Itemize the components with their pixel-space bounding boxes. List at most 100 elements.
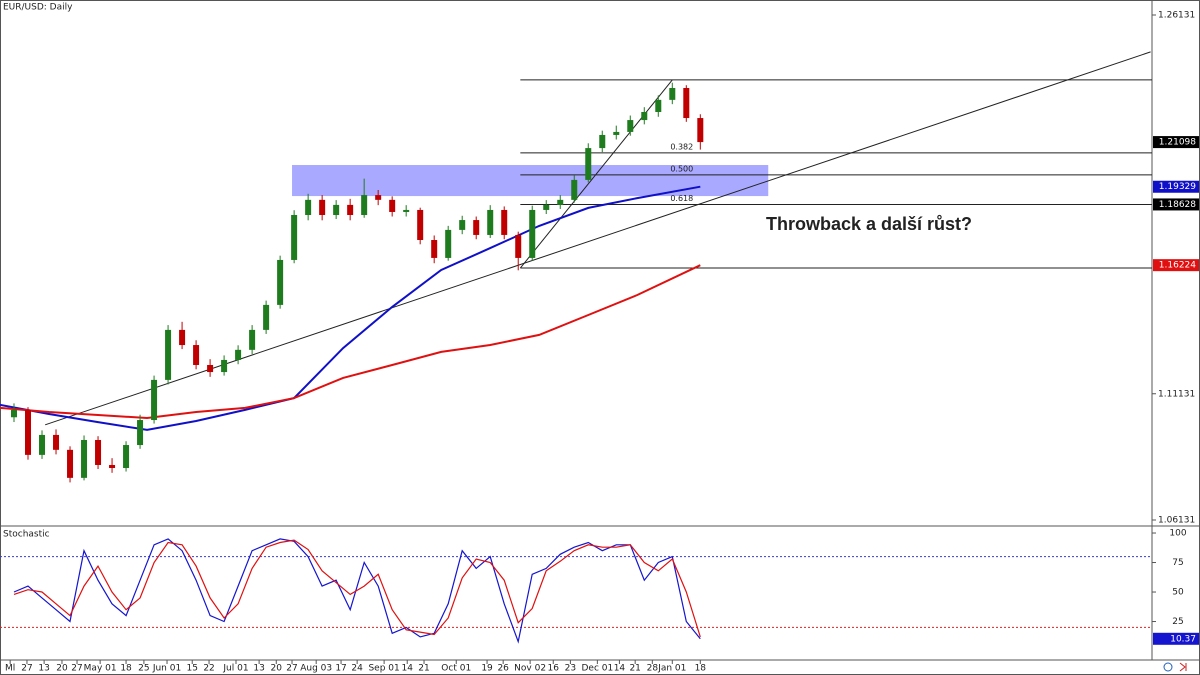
title-bg [1, 1, 63, 13]
x-tick-label: 21 [629, 664, 640, 674]
trendline [45, 51, 1151, 426]
price-tag: 1.19329 [1159, 182, 1196, 192]
y-tick-label: 50 [1172, 588, 1184, 598]
x-tick-label: 27 [286, 664, 297, 674]
candle-body [669, 87, 676, 100]
candle-body [361, 195, 368, 216]
candle-body [403, 209, 410, 212]
price-tag: 1.16224 [1159, 261, 1196, 271]
chart-title: EUR/USD: Daily [3, 3, 73, 13]
candle-body [221, 359, 228, 373]
candle-body [627, 120, 634, 132]
fib-label: 0.618 [670, 194, 693, 203]
candle-body [389, 199, 396, 212]
y-tick-label: 25 [1172, 617, 1183, 627]
candle-body [487, 209, 494, 235]
candle-body [571, 179, 578, 200]
x-tick-label: 19 [481, 664, 493, 674]
x-tick-label: 24 [351, 664, 363, 674]
candle-body [655, 99, 662, 112]
candle-body [417, 209, 424, 241]
candle-body [613, 131, 620, 135]
price-tag: 10.37 [1170, 634, 1196, 644]
x-tick-label: 22 [203, 664, 214, 674]
candle-body [333, 204, 340, 216]
x-tick-label: Dec 01 [581, 664, 613, 674]
y-tick-label: 1.11131 [1158, 389, 1195, 399]
candle-body [53, 434, 60, 450]
candle-body [557, 199, 564, 205]
trendline [519, 79, 673, 269]
x-tick-label: 13 [253, 664, 264, 674]
candle-body [683, 87, 690, 119]
candle-body [95, 439, 102, 465]
candle-body [515, 234, 522, 258]
candle-body [207, 364, 214, 373]
price-tag-bg [1153, 180, 1199, 193]
x-tick-label: Jun 01 [152, 664, 181, 674]
candle-body [109, 464, 116, 469]
candle-body [193, 345, 200, 365]
x-tick-label: May 01 [84, 664, 117, 674]
x-tick-label: 20 [271, 664, 283, 674]
x-tick-label: 28 [647, 664, 659, 674]
x-tick-label: 14 [402, 664, 414, 674]
x-tick-label: 16 [548, 664, 560, 674]
candle-body [263, 304, 270, 330]
candle-body [375, 195, 382, 200]
candle-body [249, 329, 256, 350]
candle-body [179, 329, 186, 346]
x-tick-label: 26 [497, 664, 509, 674]
x-tick-label: Jul 01 [222, 664, 248, 674]
x-tick-label: 18 [695, 664, 707, 674]
x-tick-label: 13 [38, 664, 49, 674]
candle-body [697, 118, 704, 143]
y-tick-label: 1.06131 [1158, 516, 1195, 526]
stochastic-title: Stochastic [3, 530, 50, 540]
x-tick-label: 21 [418, 664, 429, 674]
price-tag-bg [1153, 136, 1199, 149]
fib-label: 0.500 [670, 164, 693, 173]
price-tag: 1.21098 [1159, 138, 1196, 148]
candle-body [347, 204, 354, 216]
stochastic-line [13, 538, 701, 644]
x-tick-label: 17 [335, 664, 346, 674]
x-tick-label: Sep 01 [368, 664, 399, 674]
x-tick-label: 27 [71, 664, 82, 674]
price-tag-bg [1153, 632, 1199, 645]
candle-body [137, 420, 144, 446]
candle-body [473, 220, 480, 235]
candle-body [529, 209, 536, 258]
x-tick-label: Nov 02 [514, 664, 546, 674]
candle-body [585, 148, 592, 180]
y-tick-label: 100 [1169, 529, 1186, 539]
price-tag-bg [1153, 198, 1199, 211]
price-tag-bg [1153, 259, 1199, 272]
candle-body [151, 379, 158, 421]
candle-body [599, 134, 606, 149]
stochastic-line [13, 539, 701, 638]
candle-body [291, 215, 298, 260]
y-tick-label: 75 [1172, 558, 1183, 568]
x-tick-label: Oct 01 [441, 664, 471, 674]
candle-body [11, 409, 18, 418]
x-tick-label: 27 [21, 664, 32, 674]
price-tag: 1.18628 [1159, 200, 1196, 210]
zone [292, 165, 769, 197]
candle-body [81, 439, 88, 478]
candle-body [277, 259, 284, 305]
candle-body [641, 111, 648, 121]
x-tick-label: 15 [187, 664, 198, 674]
x-tick-label: Ml [5, 664, 15, 674]
candle-body [431, 240, 438, 258]
candle-body [501, 209, 508, 235]
toolbar-icons[interactable] [1163, 662, 1187, 672]
link-icon[interactable] [1163, 662, 1173, 672]
y-tick-label: 1.26131 [1158, 10, 1195, 20]
scroll-icon[interactable] [1179, 662, 1187, 672]
stoch-title-bg [1, 528, 57, 540]
candle-body [67, 449, 74, 478]
